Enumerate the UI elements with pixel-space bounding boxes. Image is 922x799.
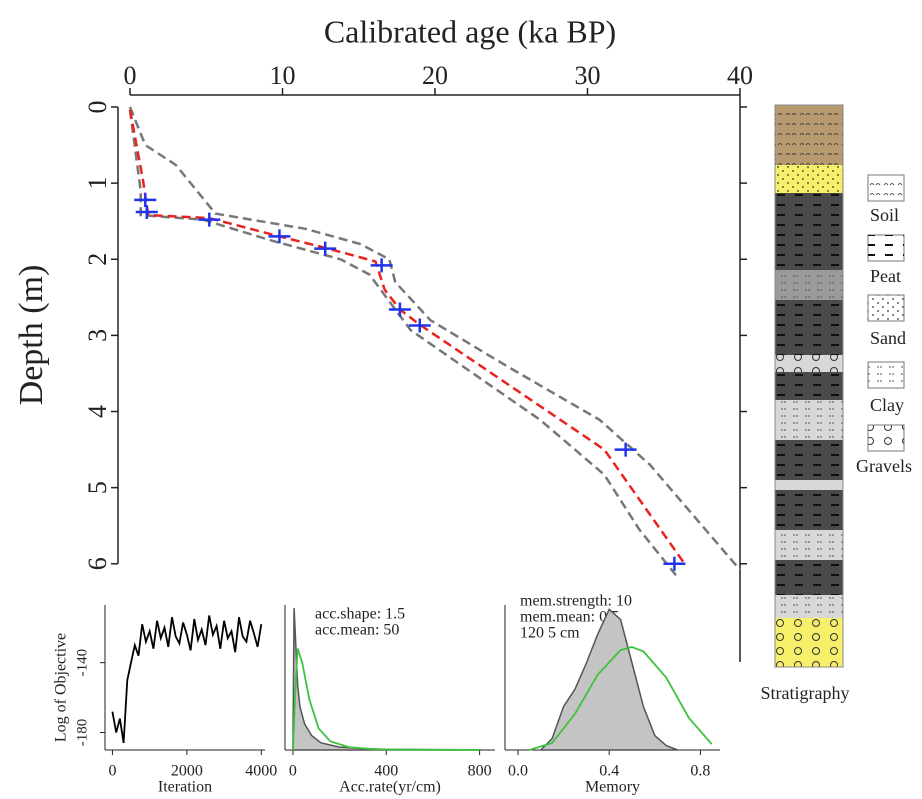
stratigraphy-label: Stratigraphy (761, 683, 850, 703)
x-tick-label: 10 (270, 61, 296, 90)
series-line (128, 109, 680, 580)
x-tick-label: 0.4 (599, 763, 619, 780)
y-tick-label: 2 (83, 253, 112, 266)
density-curve (292, 648, 480, 751)
date-marker (388, 302, 411, 317)
series-line (111, 615, 263, 744)
stratigraphy-column (774, 104, 844, 668)
y-tick-label: 5 (83, 481, 112, 494)
y-tick-label: 3 (83, 329, 112, 342)
annotation: 120 5 cm (520, 625, 580, 642)
x-tick-label: 0.8 (690, 763, 710, 780)
legend-label: Clay (870, 395, 904, 415)
date-marker (614, 442, 637, 457)
x-tick-label: 0.0 (508, 763, 528, 780)
date-marker (408, 318, 431, 333)
stratigraphy-legend: Soil Peat Sand Clay Gravels (856, 174, 912, 476)
density-curve (529, 646, 713, 751)
x-tick-label: 800 (468, 763, 492, 780)
x-tick-label: 2000 (171, 763, 203, 780)
date-marker (268, 229, 291, 244)
date-marker (370, 258, 393, 273)
legend-label: Peat (870, 266, 901, 286)
date-marker (134, 192, 157, 207)
date-marker (198, 212, 221, 227)
legend-label: Gravels (856, 456, 912, 476)
legend-label: Soil (870, 205, 899, 225)
y-tick-label: -180 (74, 719, 90, 747)
x-tick-label: 20 (422, 61, 448, 90)
x-tick-label: 0 (108, 763, 116, 780)
y-tick-label: 0 (83, 101, 112, 114)
y-tick-label: 6 (83, 557, 112, 570)
x-axis-title: Iteration (158, 779, 212, 796)
annotation: acc.shape: 1.5 (315, 606, 405, 623)
date-marker (314, 241, 337, 256)
date-marker (663, 556, 686, 571)
annotation: mem.mean: 0.5 (520, 609, 619, 626)
series-line (128, 106, 741, 571)
series-line (128, 109, 687, 566)
x-axis-title: Memory (585, 779, 640, 796)
x-tick-label: 0 (289, 763, 297, 780)
y-tick-label: 4 (83, 405, 112, 418)
x-tick-label: 0 (124, 61, 137, 90)
chart-title: Calibrated age (ka BP) (324, 13, 616, 49)
annotation: mem.strength: 10 (520, 593, 632, 610)
x-tick-label: 400 (374, 763, 398, 780)
date-marker (135, 205, 158, 220)
y-axis-title: Depth (m) (13, 265, 50, 406)
y-tick-label: 1 (83, 177, 112, 190)
x-tick-label: 4000 (245, 763, 277, 780)
legend-label: Sand (870, 328, 906, 348)
x-axis-title: Acc.rate(yr/cm) (339, 779, 441, 796)
x-tick-label: 40 (727, 61, 753, 90)
annotation: acc.mean: 50 (315, 622, 399, 639)
x-tick-label: 30 (575, 61, 601, 90)
y-tick-label: -140 (74, 649, 90, 677)
y-axis-title: Log of Objective (53, 633, 70, 742)
